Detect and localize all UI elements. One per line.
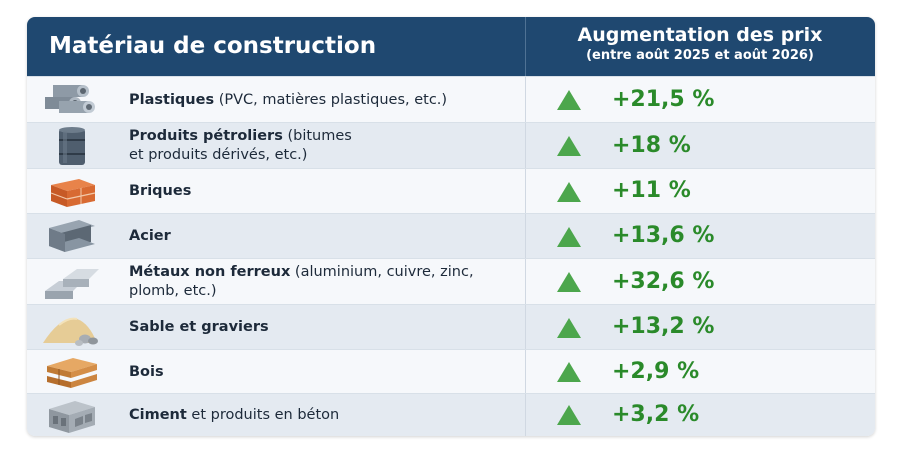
increase-arrow-icon: [557, 272, 581, 292]
material-name: Bois: [129, 364, 164, 380]
material-detail-line2: et produits dérivés, etc.): [129, 147, 308, 163]
table-header: Matériau de construction Augmentation de…: [27, 17, 875, 76]
increase-arrow-icon: [557, 90, 581, 110]
increase-value: +3,2 %: [612, 402, 700, 427]
table-row: Ciment et produits en béton +3,2 %: [27, 393, 875, 436]
increase-value: +11 %: [612, 178, 691, 203]
material-detail: (bitumes: [282, 128, 352, 144]
table-row: Briques +11 %: [27, 168, 875, 214]
price-table: Matériau de construction Augmentation de…: [27, 17, 875, 436]
material-name: Métaux non ferreux: [129, 264, 291, 280]
material-name: Plastiques: [129, 92, 215, 108]
increase-value: +13,6 %: [612, 223, 715, 248]
concrete-block-icon: [49, 401, 95, 433]
sand-pile-icon: [43, 317, 98, 346]
column-divider: [525, 305, 526, 350]
material-name: Acier: [129, 228, 171, 244]
material-detail: (PVC, matières plastiques, etc.): [214, 92, 448, 108]
header-increase-period: (entre août 2025 et août 2026): [586, 48, 814, 63]
material-label: Plastiques (PVC, matières plastiques, et…: [129, 91, 447, 110]
increase-arrow-icon: [557, 136, 581, 156]
increase-value: +13,2 %: [612, 314, 715, 339]
header-increase-title: Augmentation des prix: [577, 24, 823, 46]
column-divider: [525, 214, 526, 259]
material-name: Ciment: [129, 407, 187, 423]
table-row: Métaux non ferreux (aluminium, cuivre, z…: [27, 258, 875, 305]
material-name: Sable et graviers: [129, 319, 269, 335]
increase-value: +18 %: [612, 133, 691, 158]
material-name: Briques: [129, 183, 192, 199]
material-detail: et produits en béton: [186, 407, 340, 423]
steel-beam-icon: [49, 220, 95, 252]
column-divider: [525, 350, 526, 394]
material-label: Ciment et produits en béton: [129, 406, 339, 425]
bricks-icon: [50, 179, 96, 207]
increase-arrow-icon: [557, 227, 581, 247]
material-label: Produits pétroliers (bitumes et produits …: [129, 127, 352, 165]
oil-barrel-icon: [59, 127, 85, 165]
header-divider: [525, 17, 526, 76]
lumber-icon: [47, 358, 97, 388]
header-increase: Augmentation des prix (entre août 2025 e…: [525, 23, 875, 65]
column-divider: [525, 123, 526, 169]
material-label: Métaux non ferreux (aluminium, cuivre, z…: [129, 263, 474, 301]
table-row: Plastiques (PVC, matières plastiques, et…: [27, 76, 875, 123]
table-row: Bois +2,9 %: [27, 349, 875, 394]
material-label: Acier: [129, 227, 171, 246]
increase-arrow-icon: [557, 405, 581, 425]
material-label: Sable et graviers: [129, 318, 269, 337]
material-label: Briques: [129, 182, 191, 201]
increase-value: +32,6 %: [612, 269, 715, 294]
table-row: Produits pétroliers (bitumes et produits …: [27, 122, 875, 169]
pipes-icon: [45, 85, 95, 113]
material-detail-line2: plomb, etc.): [129, 283, 217, 299]
material-label: Bois: [129, 363, 164, 382]
table-row: Sable et graviers +13,2 %: [27, 304, 875, 350]
increase-arrow-icon: [557, 182, 581, 202]
column-divider: [525, 259, 526, 305]
column-divider: [525, 169, 526, 214]
material-detail: (aluminium, cuivre, zinc,: [290, 264, 474, 280]
metal-ingots-icon: [45, 269, 99, 299]
increase-value: +21,5 %: [612, 87, 715, 112]
increase-arrow-icon: [557, 318, 581, 338]
header-material: Matériau de construction: [49, 33, 377, 59]
increase-arrow-icon: [557, 362, 581, 382]
increase-value: +2,9 %: [612, 359, 700, 384]
column-divider: [525, 394, 526, 436]
material-name: Produits pétroliers: [129, 128, 283, 144]
column-divider: [525, 77, 526, 123]
table-row: Acier +13,6 %: [27, 213, 875, 259]
